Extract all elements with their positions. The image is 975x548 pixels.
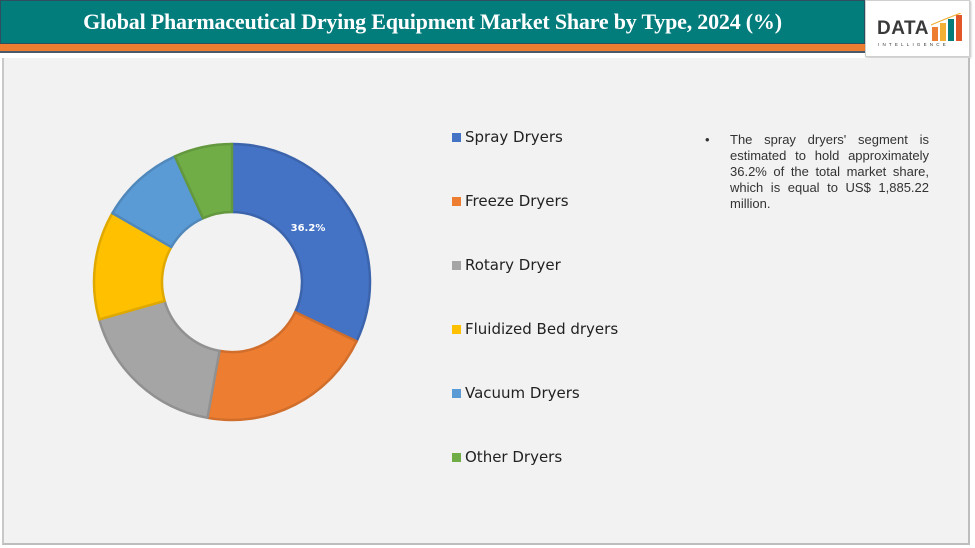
- logo-subtext: INTELLIGENCE: [878, 42, 949, 47]
- bullet-icon: •: [705, 132, 710, 147]
- chart-title: Global Pharmaceutical Drying Equipment M…: [83, 9, 782, 34]
- legend-swatch-icon: [452, 453, 461, 462]
- legend-swatch-icon: [452, 325, 461, 334]
- title-accent-stripe: [0, 44, 865, 53]
- insight-text: The spray dryers' segment is estimated t…: [730, 132, 929, 211]
- legend-swatch-icon: [452, 133, 461, 142]
- datam-intelligence-logo: DATA INTELLIGENCE: [865, 0, 970, 57]
- legend-swatch-icon: [452, 197, 461, 206]
- logo-bars-icon: [931, 13, 962, 41]
- legend-swatch-icon: [452, 389, 461, 398]
- data-label-spray-dryers: 36.2%: [291, 223, 326, 234]
- legend-swatch-icon: [452, 261, 461, 270]
- donut-chart: 36.2%: [92, 142, 372, 422]
- title-banner: [0, 0, 865, 44]
- donut-slice-other-dryers[interactable]: [173, 142, 234, 220]
- donut-slice-freeze-dryers[interactable]: [206, 310, 358, 422]
- donut-slice-spray-dryers[interactable]: [230, 142, 372, 343]
- donut-slice-rotary-dryer[interactable]: [97, 299, 221, 420]
- logo-text: DATA: [877, 18, 929, 39]
